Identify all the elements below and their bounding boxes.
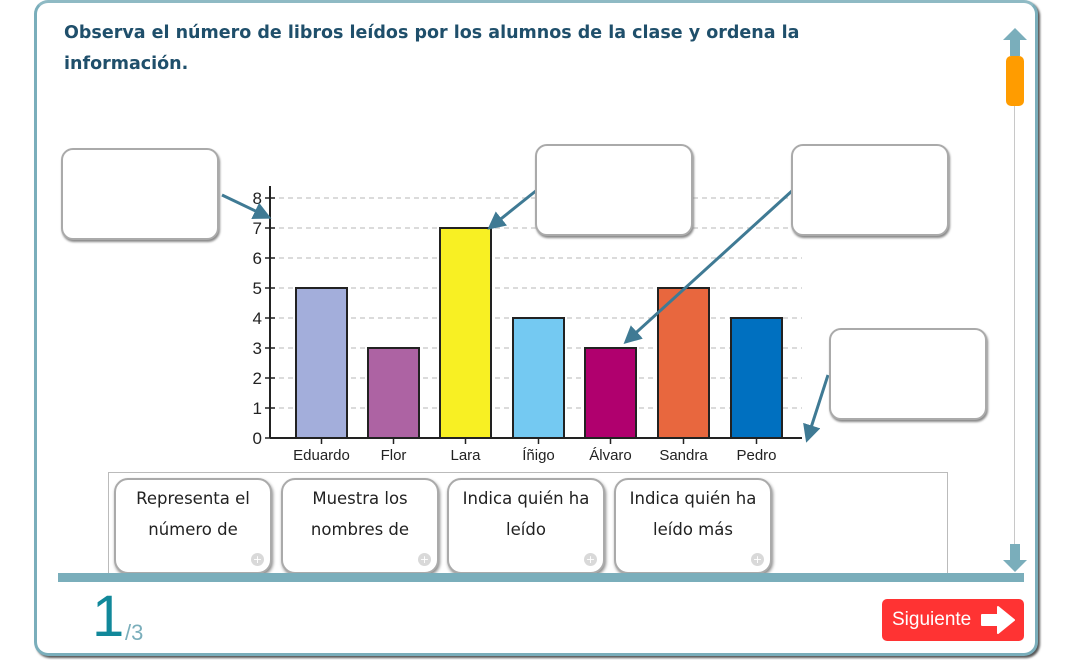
instruction-text: Observa el número de libros leídos por l… <box>64 23 800 74</box>
y-tick-label: 6 <box>253 249 262 268</box>
y-tick-label: 5 <box>253 279 262 298</box>
bar <box>584 347 637 439</box>
arrow-to-y-axis <box>221 193 272 219</box>
y-tick-label: 8 <box>253 189 262 208</box>
y-tick-label: 3 <box>253 339 262 358</box>
expand-plus-icon[interactable]: + <box>584 553 597 566</box>
chart-bars <box>295 227 783 439</box>
draggable-card[interactable]: Indica quién ha leído más + <box>614 478 772 574</box>
bar <box>657 287 710 439</box>
y-tick-label: 0 <box>253 429 262 448</box>
next-button-label: Siguiente <box>892 609 972 630</box>
expand-plus-icon[interactable]: + <box>418 553 431 566</box>
scrollbar-track[interactable] <box>1014 60 1015 560</box>
bar <box>730 317 783 439</box>
draggable-card[interactable]: Muestra los nombres de + <box>281 478 439 574</box>
x-tick-label: Álvaro <box>589 447 632 464</box>
expand-plus-icon[interactable]: + <box>251 553 264 566</box>
draggable-card[interactable]: Indica quién ha leído + <box>447 478 605 574</box>
drop-target-max-bar[interactable] <box>535 144 693 236</box>
drop-target-x-axis[interactable] <box>829 328 987 420</box>
bar <box>367 347 420 439</box>
x-tick-label: Flor <box>381 447 407 464</box>
footer-divider <box>58 573 1024 582</box>
x-tick-label: Eduardo <box>293 447 350 464</box>
drop-target-y-axis[interactable] <box>61 148 219 240</box>
arrow-to-x-axis <box>803 374 830 443</box>
y-tick-label: 2 <box>253 369 262 388</box>
arrow-to-max-bar <box>487 188 538 230</box>
bar <box>512 317 565 439</box>
connector-arrows <box>221 188 830 443</box>
y-tick-label: 1 <box>253 399 262 418</box>
arrow-right-icon <box>981 606 1015 634</box>
card-label: Muestra los nombres de <box>310 489 410 539</box>
drop-target-min-bar[interactable] <box>791 144 949 236</box>
chart-axes <box>265 186 802 444</box>
next-button[interactable]: Siguiente <box>882 599 1024 641</box>
scroll-down-arrow-icon[interactable] <box>1003 544 1027 574</box>
current-page-number: 1 <box>92 584 125 649</box>
card-label: Indica quién ha leído <box>462 489 590 539</box>
bar <box>295 287 348 439</box>
x-tick-label: Íñigo <box>522 447 555 464</box>
arrow-to-min-bar <box>623 188 795 345</box>
scroll-up-arrow-icon[interactable] <box>1003 28 1027 58</box>
bar <box>439 227 492 439</box>
card-label: Indica quién ha leído más <box>629 489 757 539</box>
draggable-card[interactable]: Representa el número de + <box>114 478 272 574</box>
card-label: Representa el número de <box>136 489 250 539</box>
chart-labels: 0 1 2 3 4 5 6 7 8 Eduardo Flor Lara Íñigo Álvaro Sandr… <box>253 189 777 464</box>
expand-plus-icon[interactable]: + <box>751 553 764 566</box>
total-pages: /3 <box>125 620 144 645</box>
y-tick-label: 7 <box>253 219 262 238</box>
scrollbar-thumb[interactable] <box>1006 56 1024 106</box>
x-tick-label: Pedro <box>736 447 776 464</box>
x-tick-label: Lara <box>450 447 481 464</box>
y-tick-label: 4 <box>253 309 262 328</box>
x-tick-label: Sandra <box>659 447 708 464</box>
